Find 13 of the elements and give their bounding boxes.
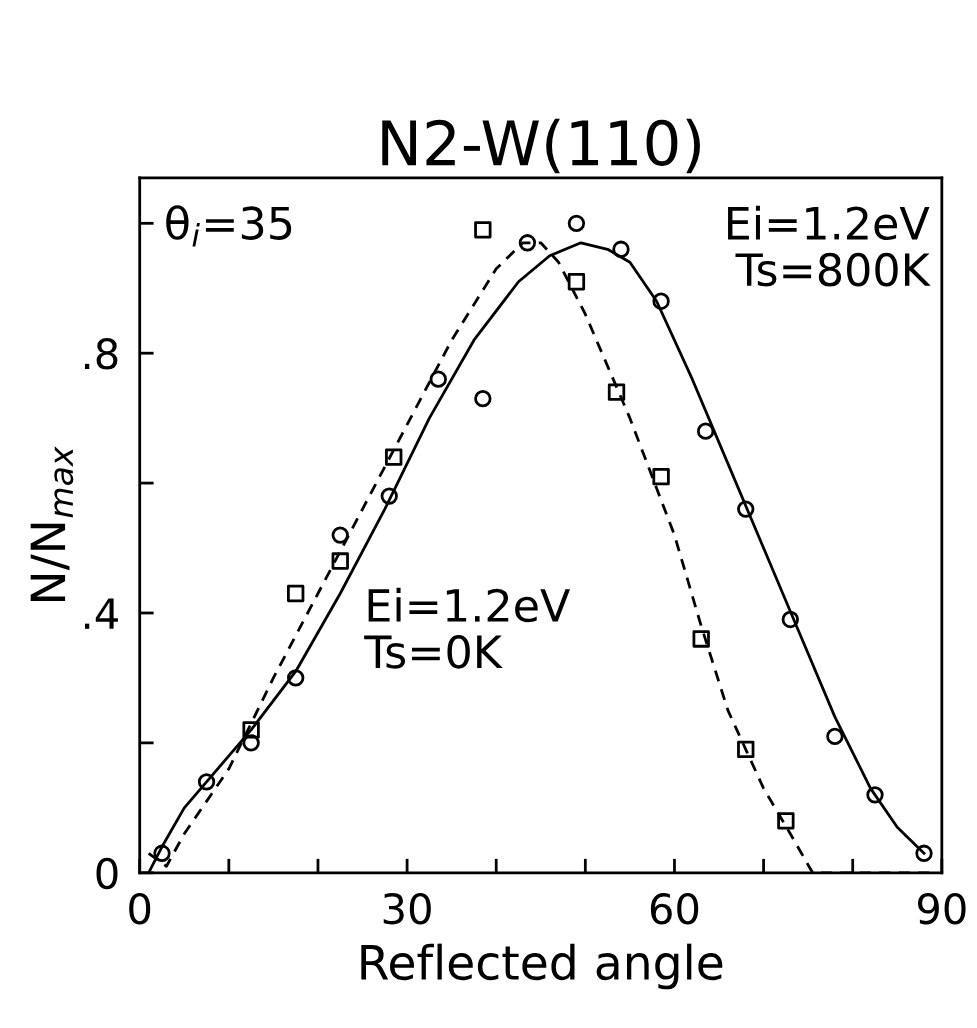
annotation: Ei=1.2eV Ts=0K — [364, 587, 571, 669]
x-tick-label: 60 — [650, 892, 699, 925]
annotation: θ$_{i}$=35 — [166, 205, 292, 247]
x-tick-label: 30 — [383, 892, 431, 925]
chart-title: N2-W(110) — [382, 118, 700, 174]
x-tick-label: 90 — [917, 892, 966, 925]
y-tick-label: .4 — [84, 598, 118, 629]
x-tick-label: 0 — [129, 892, 151, 925]
y-tick-label: 0 — [96, 857, 118, 890]
x-axis-title: Reflected angle — [361, 943, 723, 990]
y-axis-title: N/N$_{max}$ — [30, 446, 74, 601]
annotation: Ei=1.2eV Ts=800K — [728, 205, 931, 287]
y-tick-label: .8 — [84, 338, 118, 370]
